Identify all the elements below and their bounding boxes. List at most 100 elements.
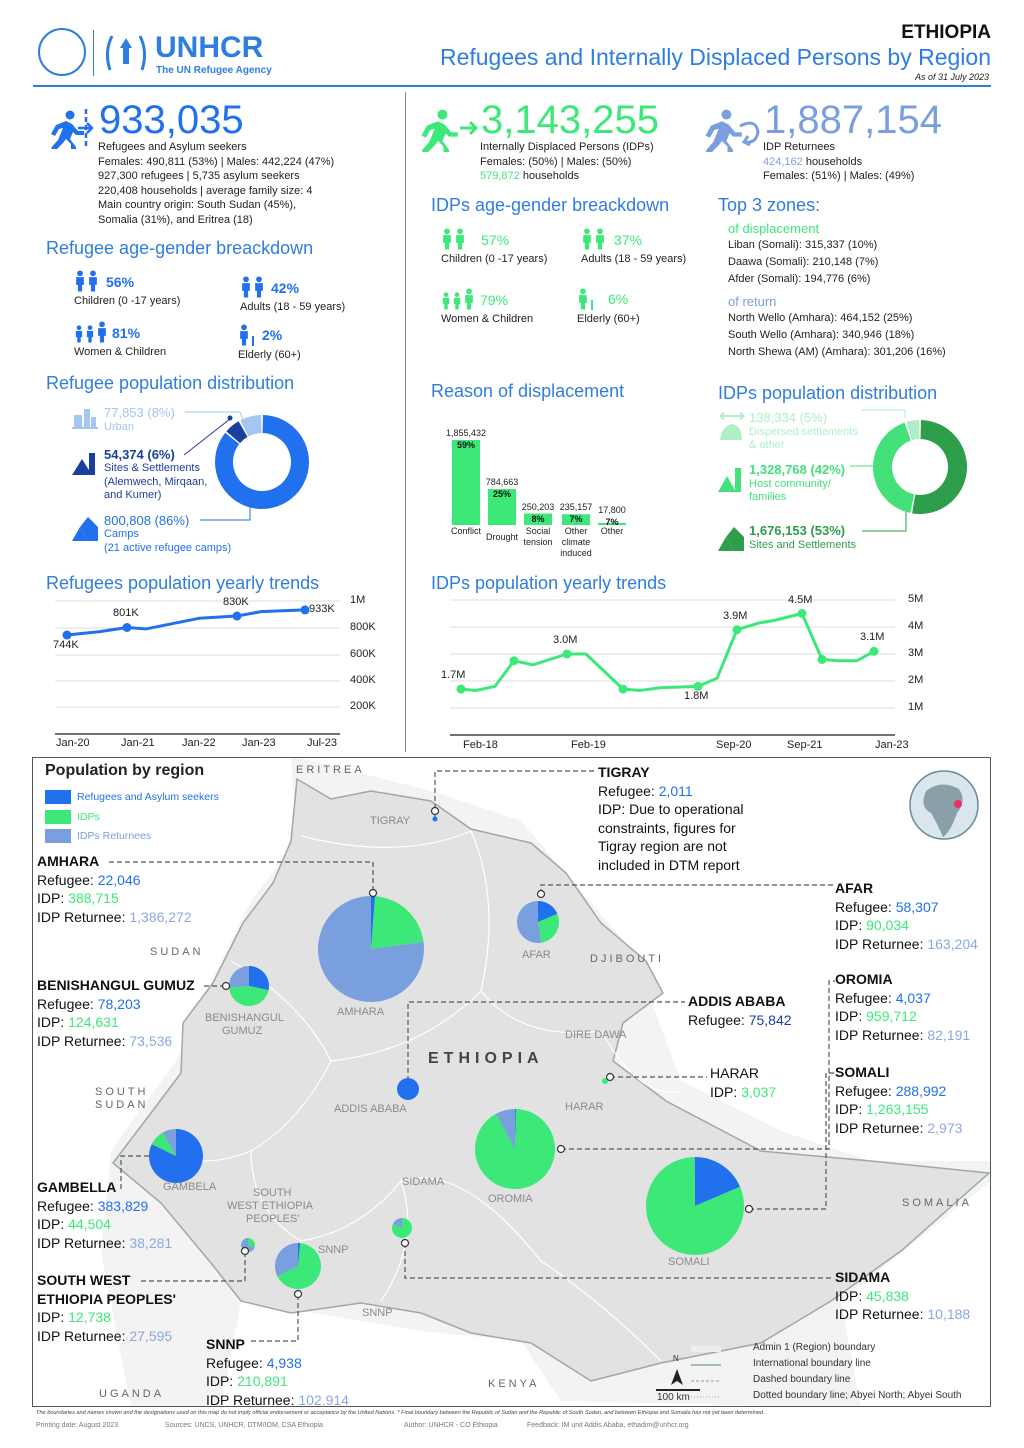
displacement-subtitle: of displacement	[728, 221, 820, 236]
data-point[interactable]	[869, 646, 879, 656]
bar-value-label: 17,800	[598, 505, 626, 515]
bar-value-label: 1,855,432	[445, 428, 487, 438]
data-point[interactable]	[232, 611, 242, 621]
callout-benishangul: BENISHANGUL GUMUZ Refugee: 78,203 IDP: 1…	[37, 977, 195, 1049]
y-tick-label: 3M	[908, 647, 924, 659]
data-point[interactable]	[562, 649, 572, 659]
idp-age-children: 57% Children (0 -17 years)	[441, 228, 547, 266]
dist-label: & other	[749, 439, 785, 451]
zone-item: North Shewa (AM) (Amhara): 301,206 (16%)	[728, 346, 946, 358]
region-label: SOMALI	[668, 1256, 710, 1268]
map-panel	[32, 757, 991, 1407]
bar-0	[452, 440, 480, 525]
age-pct: 42%	[271, 280, 300, 296]
boundary-legend-item: Dotted boundary line; Abyei North; Abyei…	[753, 1390, 962, 1401]
point-label: 4.5M	[788, 593, 813, 606]
callout-southwest: SOUTH WEST ETHIOPIA PEOPLES' IDP: 12,738…	[37, 1272, 176, 1344]
pie-slice-afar	[516, 901, 542, 943]
ethiopia-map[interactable]	[32, 757, 991, 1407]
dist-value: 138,334 (5%)	[749, 410, 828, 425]
y-tick-label: 5M	[908, 593, 924, 605]
idp-line: Internally Displaced Persons (IDPs)	[480, 141, 654, 153]
refugee-value: 58,307	[895, 898, 939, 915]
y-tick-label: 4M	[908, 620, 924, 632]
legend-idps: IDPs	[45, 808, 219, 828]
data-point[interactable]	[456, 684, 466, 694]
idp-distribution-donut	[850, 409, 967, 532]
refugee-value: 4,938	[266, 1354, 302, 1371]
y-tick-label: 1M	[350, 594, 366, 606]
data-point[interactable]	[732, 625, 742, 635]
returnee-line: IDP Returnees	[763, 141, 835, 153]
pie-slice-afar	[538, 901, 558, 922]
idp-value: 45,838	[866, 1287, 909, 1304]
idp-details: Internally Displaced Persons (IDPs) Fema…	[480, 140, 654, 184]
data-point[interactable]	[797, 609, 807, 618]
idp-households-label: households	[519, 170, 580, 183]
donut-slice	[226, 421, 248, 444]
point-label: 1.7M	[441, 669, 466, 682]
point-label: 830K	[223, 596, 249, 609]
sources: Sources: UNCS, UNHCR, DTM/IOM, CSA Ethio…	[165, 1422, 323, 1429]
refugee-total: 933,035	[99, 98, 244, 142]
leader-line	[183, 418, 231, 456]
data-point[interactable]	[509, 656, 519, 666]
data-point[interactable]	[817, 654, 827, 664]
age-pct: 81%	[112, 325, 141, 341]
boundary-legend-item: Admin 1 (Region) boundary	[753, 1342, 876, 1353]
pie-slice-somali	[646, 1157, 744, 1256]
region-name: AFAR	[835, 880, 874, 896]
data-point[interactable]	[300, 605, 310, 615]
pie-slice-benishangul	[229, 986, 269, 1007]
printing-date: Printing date: August 2023	[36, 1422, 119, 1429]
region-name: HARAR	[710, 1065, 760, 1081]
region-label: OROMIA	[488, 1193, 533, 1205]
feedback: Feedback: IM unit Addis Ababa, ethadim@u…	[527, 1422, 689, 1429]
donut-slice	[215, 415, 310, 509]
pie-slice-somali	[695, 1157, 741, 1206]
returnee-value: 163,204	[927, 935, 978, 952]
refugee-age-children: 56% Children (0 -17 years)	[74, 270, 180, 308]
elderly-icon	[579, 288, 593, 310]
callout-somali: SOMALI Refugee: 288,992 IDP: 1,263,155 I…	[835, 1064, 963, 1136]
tigray-note: Tigray region are not	[598, 838, 727, 855]
region-label: ADDIS ABABA	[334, 1103, 407, 1115]
x-tick-label: Jan-22	[182, 737, 216, 749]
map-legend: Refugees and Asylum seekers IDPs IDPs Re…	[45, 788, 219, 847]
pie-slice-oromia	[475, 1109, 556, 1189]
country-label: KENYA	[488, 1378, 540, 1390]
dist-label: families	[749, 491, 787, 503]
refugee-age-title: Refugee age-gender breackdown	[46, 238, 314, 258]
donut-slice	[240, 415, 262, 437]
data-point[interactable]	[122, 622, 132, 632]
region-label: AFAR	[522, 949, 551, 961]
refugee-distribution-title: Refugee population distribution	[46, 373, 295, 393]
bar-pct-label: 7%	[569, 514, 583, 525]
data-point[interactable]	[62, 630, 72, 640]
top-zones: of displacement Liban (Somali): 315,337 …	[728, 220, 946, 361]
idp-age-title: IDPs age-gender breackdown	[431, 195, 670, 215]
pie-slice-amhara	[371, 896, 424, 949]
returnee-value: 2,973	[927, 1119, 963, 1136]
country-label: SOUTH	[95, 1086, 149, 1098]
pie-slice-benishangul	[249, 966, 269, 991]
age-label: Elderly (60+)	[238, 349, 301, 361]
age-label: Children (0 -17 years)	[441, 253, 548, 265]
idp-trend-title: IDPs population yearly trends	[431, 573, 667, 593]
disclaimer: The boundaries and names shown and the d…	[36, 1410, 765, 1416]
refugee-trend-chart	[55, 600, 340, 735]
country-label: ERITREA	[296, 764, 365, 776]
y-tick-label: 800K	[350, 621, 376, 633]
returnee-value: 73,536	[129, 1032, 173, 1049]
zone-item: South Wello (Amhara): 340,946 (18%)	[728, 329, 915, 341]
region-name: OROMIA	[835, 971, 893, 987]
point-label: 933K	[309, 602, 335, 615]
data-point[interactable]	[693, 681, 703, 691]
dist-value: 1,676,153 (53%)	[749, 523, 846, 538]
callout-afar: AFAR Refugee: 58,307 IDP: 90,034 IDP Ret…	[835, 880, 978, 952]
leader-anchors	[221, 806, 754, 1299]
idp-age-adults: 37% Adults (18 - 59 years)	[581, 228, 686, 266]
data-point[interactable]	[618, 684, 628, 694]
region-label: GUMUZ	[222, 1025, 263, 1037]
logo-name: UNHCR	[155, 31, 264, 64]
